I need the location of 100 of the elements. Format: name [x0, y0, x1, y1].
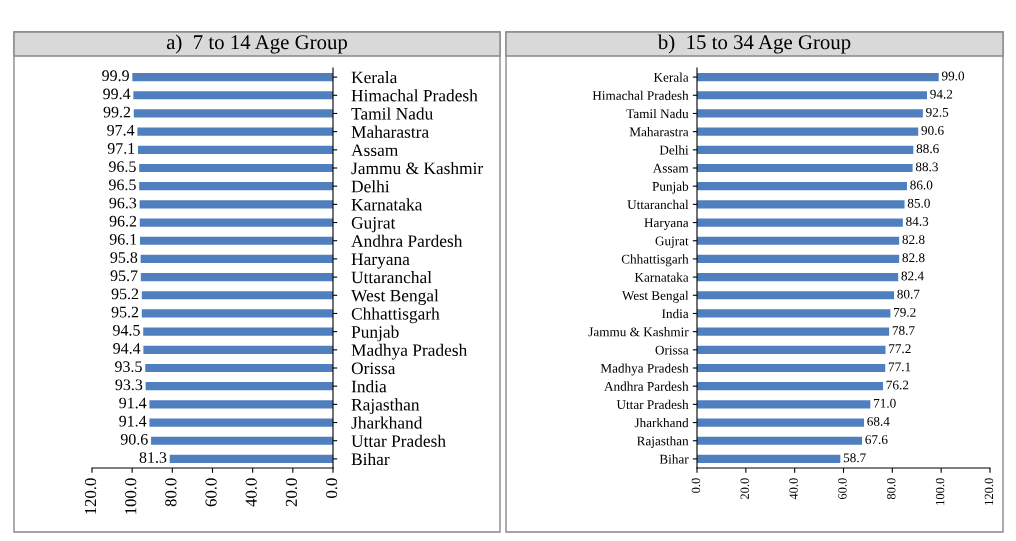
- data-label: 76.2: [886, 380, 909, 390]
- bar: [143, 345, 333, 354]
- bar: [149, 418, 333, 427]
- y-tick-label: Assam: [351, 144, 399, 157]
- data-label: 71.0: [874, 398, 896, 408]
- bar: [140, 254, 333, 263]
- data-label: 95.8: [110, 252, 138, 263]
- chart-title: a) 7 to 14 Age Group: [166, 34, 348, 54]
- data-label: 67.6: [865, 435, 888, 445]
- bar: [139, 163, 333, 173]
- x-tick-label: 80.0: [887, 478, 896, 500]
- data-label: 96.2: [109, 215, 137, 227]
- data-label: 68.4: [867, 416, 890, 426]
- y-tick-label: Himachal Pradesh: [351, 89, 478, 102]
- data-label: 79.2: [894, 307, 916, 317]
- x-tick-label: 60.0: [205, 478, 217, 507]
- bar: [697, 273, 899, 282]
- y-tick-label: Kerala: [653, 72, 689, 82]
- data-label: 97.1: [107, 143, 135, 154]
- data-label: 99.4: [103, 88, 131, 100]
- data-label: 92.5: [926, 107, 949, 117]
- data-label: 97.4: [107, 124, 135, 136]
- bar: [137, 127, 333, 136]
- y-tick-label: Haryana: [644, 218, 689, 230]
- data-label: 91.4: [119, 415, 147, 427]
- y-tick-label: Rajasthan: [351, 398, 420, 415]
- y-tick-label: Rajasthan: [637, 436, 689, 449]
- x-tick-label: 0.0: [325, 478, 338, 498]
- chart-title: b) 15 to 34 Age Group: [657, 34, 851, 54]
- data-label: 77.1: [888, 362, 911, 372]
- data-label: 82.8: [902, 235, 925, 245]
- y-tick-label: Punjab: [351, 325, 399, 342]
- y-tick-label: Delhi: [659, 145, 689, 155]
- y-tick-label: Haryana: [351, 253, 410, 269]
- y-tick-label: Karnataka: [351, 198, 423, 211]
- bar: [697, 382, 884, 391]
- bar: [697, 309, 891, 318]
- bar: [145, 382, 333, 391]
- y-tick-label: Andhra Pardesh: [604, 381, 689, 391]
- data-label: 93.3: [115, 379, 143, 391]
- y-tick-label: Tamil Nadu: [351, 107, 433, 120]
- data-label: 82.4: [901, 271, 924, 281]
- bar: [140, 236, 333, 245]
- y-tick-label: Madhya Pradesh: [351, 343, 468, 360]
- y-tick-label: Delhi: [351, 180, 390, 193]
- data-label: 91.4: [119, 397, 147, 409]
- data-label: 94.2: [930, 89, 953, 99]
- y-tick-label: Karnataka: [634, 272, 689, 282]
- x-tick-label: 100.0: [125, 478, 137, 514]
- bar: [697, 345, 886, 354]
- bar: [133, 91, 333, 100]
- bar: [697, 291, 895, 300]
- bar: [151, 436, 333, 445]
- y-tick-label: Orissa: [655, 345, 689, 355]
- data-label: 84.3: [906, 216, 929, 226]
- data-label: 90.6: [921, 126, 944, 135]
- y-tick-label: Uttaranchal: [351, 271, 432, 284]
- data-label: 82.8: [902, 253, 925, 263]
- y-tick-label: Jharkhand: [634, 417, 689, 428]
- x-tick-label: 20.0: [285, 478, 298, 507]
- data-label: 81.3: [139, 452, 167, 463]
- bar: [697, 418, 865, 427]
- x-tick-label: 20.0: [740, 478, 750, 500]
- bar: [143, 327, 333, 336]
- y-tick-label: West Bengal: [351, 289, 439, 306]
- y-tick-label: West Bengal: [621, 290, 689, 303]
- data-label: 78.7: [892, 326, 915, 335]
- y-tick-label: Chhattisgarh: [351, 307, 440, 324]
- y-tick-label: Bihar: [351, 452, 390, 466]
- y-tick-label: Jharkhand: [351, 416, 423, 429]
- data-label: 95.7: [110, 270, 138, 282]
- x-tick-label: 40.0: [789, 478, 798, 500]
- bar: [141, 291, 333, 300]
- bar: [697, 145, 914, 154]
- data-label: 86.0: [910, 180, 933, 190]
- data-label: 90.6: [120, 433, 148, 445]
- y-tick-label: Kerala: [351, 71, 398, 84]
- bar: [697, 254, 900, 263]
- data-label: 93.5: [115, 361, 142, 373]
- y-tick-label: Himachal Pradesh: [592, 90, 689, 100]
- y-tick-label: Assam: [652, 163, 689, 173]
- data-label: 99.0: [941, 71, 965, 81]
- y-tick-label: Andhra Pardesh: [351, 234, 463, 247]
- bar: [132, 73, 333, 82]
- bar: [697, 163, 913, 173]
- bar: [139, 218, 333, 227]
- bar: [133, 109, 333, 118]
- y-tick-label: Madhya Pradesh: [600, 363, 689, 376]
- x-tick-label: 120.0: [984, 478, 994, 505]
- data-label: 88.3: [915, 162, 938, 172]
- y-tick-label: Orissa: [351, 362, 396, 375]
- x-tick-label: 100.0: [935, 478, 945, 505]
- bar: [697, 400, 871, 409]
- y-tick-label: Uttar Pradesh: [351, 434, 446, 447]
- x-tick-label: 120.0: [84, 478, 97, 514]
- y-tick-label: Gujrat: [351, 217, 396, 233]
- bar: [697, 127, 919, 136]
- bar: [697, 182, 907, 191]
- data-label: 95.2: [111, 288, 139, 300]
- data-label: 88.6: [916, 144, 939, 154]
